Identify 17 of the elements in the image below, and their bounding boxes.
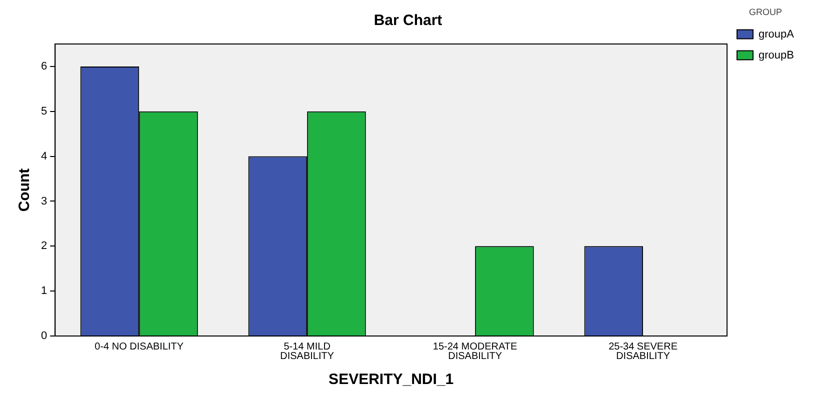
y-axis-title: Count [16, 168, 34, 212]
y-tick-label: 5 [40, 105, 48, 118]
x-tick-label: 25-34 SEVERE DISABILITY [608, 342, 678, 362]
legend-title: GROUP [749, 6, 782, 17]
y-tick-label: 6 [40, 60, 48, 72]
y-tick-label: 2 [40, 240, 48, 252]
legend-label: groupA [758, 28, 795, 40]
y-tick-label: 4 [40, 150, 48, 162]
y-tick-label: 0 [40, 330, 48, 342]
x-tick-label: 0-4 NO DISABILITY [94, 342, 184, 352]
x-tick-label: 5-14 MILD DISABILITY [280, 342, 334, 362]
chart-title: Bar Chart [374, 12, 442, 30]
y-tick-label: 3 [40, 195, 48, 208]
x-axis-title: SEVERITY_NDI_1 [328, 371, 454, 388]
y-tick-label: 1 [40, 285, 48, 298]
legend-label: groupB [758, 49, 794, 62]
x-tick-label: 15-24 MODERATE DISABILITY [432, 342, 518, 362]
